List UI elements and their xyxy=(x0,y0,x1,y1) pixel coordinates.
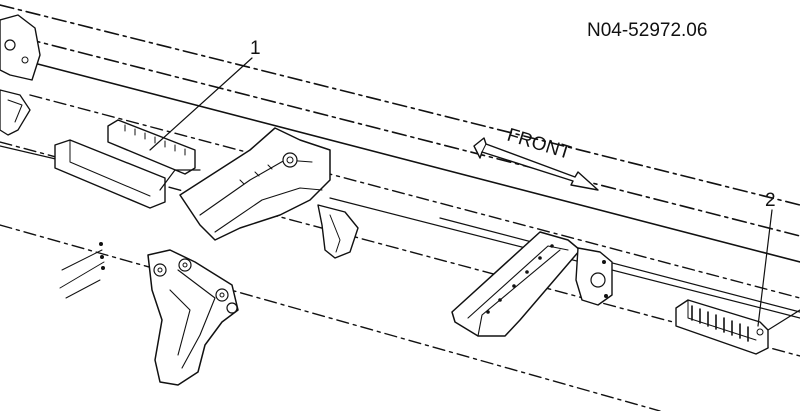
left-hanger-bracket xyxy=(147,249,239,386)
component-1-module xyxy=(54,119,201,209)
frame-rail-phantom-lines xyxy=(0,4,800,411)
leader-line-1 xyxy=(149,57,253,151)
middle-crossmember xyxy=(451,231,613,337)
bolt-group-left xyxy=(59,242,105,299)
component-2-connector xyxy=(675,299,800,355)
callout-2: 2 xyxy=(765,190,776,211)
figure-number: N04-52972.06 xyxy=(587,20,707,41)
central-crossmember xyxy=(179,127,359,259)
left-end-bracket xyxy=(0,14,41,136)
leader-line-2 xyxy=(757,209,773,327)
callout-1: 1 xyxy=(250,38,261,59)
front-direction-arrow xyxy=(473,137,599,191)
